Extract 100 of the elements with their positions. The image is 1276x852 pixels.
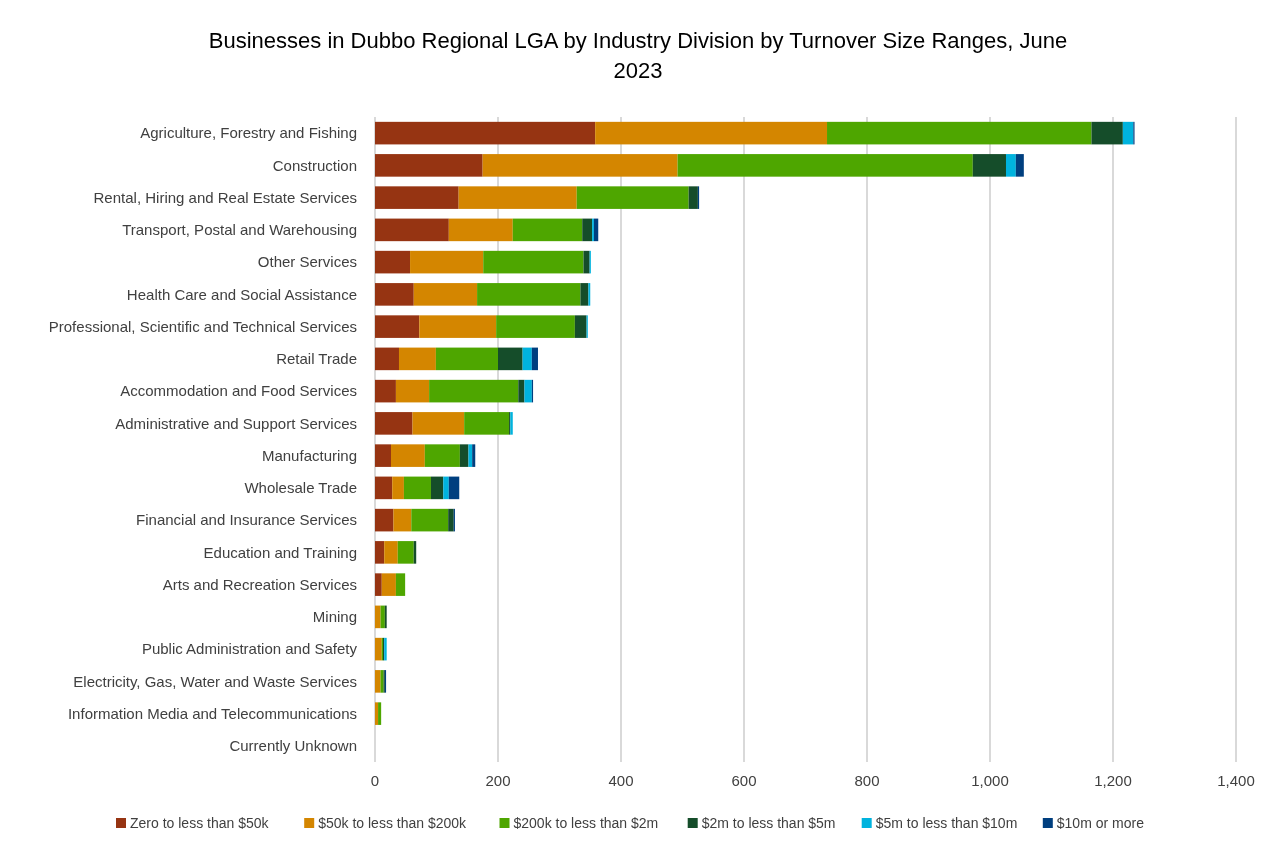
bar bbox=[531, 347, 538, 371]
bar bbox=[375, 476, 393, 500]
bar bbox=[483, 250, 584, 274]
bar bbox=[430, 476, 444, 500]
bar bbox=[419, 315, 497, 338]
bar bbox=[435, 347, 498, 371]
bar bbox=[375, 186, 459, 209]
bar bbox=[384, 541, 398, 564]
bar bbox=[375, 605, 381, 629]
chart-title: Businesses in Dubbo Regional LGA by Industry Division by Turnover Size Ranges, June 2023 bbox=[208, 28, 1068, 83]
bar bbox=[512, 218, 583, 242]
x-tick-label: 1,200 bbox=[1094, 772, 1132, 789]
bar bbox=[459, 444, 469, 467]
x-tick-label: 0 bbox=[370, 772, 380, 789]
bar bbox=[375, 250, 411, 274]
bar bbox=[395, 573, 406, 596]
bar bbox=[464, 412, 510, 435]
bar bbox=[380, 605, 385, 629]
bar bbox=[410, 250, 484, 274]
bar bbox=[375, 218, 449, 242]
bar bbox=[583, 250, 590, 274]
bar bbox=[580, 283, 589, 306]
bar bbox=[524, 379, 532, 403]
bar bbox=[392, 476, 404, 500]
y-tick-label: Administrative and Support Services bbox=[115, 414, 357, 432]
bar bbox=[403, 476, 431, 500]
bar bbox=[477, 283, 581, 306]
y-tick-label: Mining bbox=[312, 608, 357, 626]
y-tick-label: Transport, Postal and Warehousing bbox=[122, 221, 357, 239]
bar bbox=[397, 541, 414, 564]
bar bbox=[498, 347, 523, 371]
y-tick-label: Currently Unknown bbox=[229, 737, 357, 755]
bar bbox=[972, 154, 1006, 177]
bar bbox=[429, 379, 519, 403]
bar bbox=[448, 218, 513, 242]
y-tick-label: Public Administration and Safety bbox=[141, 640, 358, 658]
bar bbox=[375, 541, 385, 564]
bar bbox=[688, 186, 698, 209]
bar bbox=[1091, 121, 1123, 145]
legend-label: Zero to less than $50k bbox=[130, 815, 270, 831]
bar bbox=[443, 476, 449, 500]
bar bbox=[375, 121, 596, 145]
bar bbox=[574, 315, 587, 338]
bar bbox=[413, 283, 478, 306]
y-tick-label: Electricity, Gas, Water and Waste Services bbox=[73, 672, 357, 690]
bar bbox=[522, 347, 532, 371]
bar bbox=[375, 573, 382, 596]
bar bbox=[518, 379, 525, 403]
bar bbox=[496, 315, 575, 338]
y-tick-label: Professional, Scientific and Technical Services bbox=[48, 317, 357, 335]
bar bbox=[412, 412, 465, 435]
legend-label: $50k to less than $200k bbox=[318, 815, 468, 831]
x-tick-label: 600 bbox=[731, 772, 757, 789]
legend-label: $200k to less than $2m bbox=[513, 815, 659, 831]
bar bbox=[375, 412, 413, 435]
y-tick-label: Arts and Recreation Services bbox=[162, 575, 357, 593]
y-tick-label: Rental, Hiring and Real Estate Services bbox=[93, 188, 357, 206]
bar bbox=[1122, 121, 1134, 145]
x-tick-label: 1,400 bbox=[1217, 772, 1255, 789]
bar bbox=[1015, 154, 1024, 177]
y-tick-label: Other Services bbox=[257, 253, 357, 271]
bar bbox=[582, 218, 593, 242]
bar bbox=[448, 508, 454, 532]
legend-label: $10m or more bbox=[1056, 815, 1145, 831]
bar bbox=[458, 186, 577, 209]
bar bbox=[375, 315, 420, 338]
y-tick-label: Agriculture, Forestry and Fishing bbox=[140, 124, 357, 142]
bar bbox=[395, 379, 430, 403]
x-tick-label: 400 bbox=[608, 772, 634, 789]
x-tick-label: 200 bbox=[485, 772, 511, 789]
y-tick-label: Information Media and Telecommunications bbox=[67, 704, 357, 722]
bar bbox=[375, 154, 483, 177]
bar bbox=[593, 218, 599, 242]
bar bbox=[381, 573, 396, 596]
y-tick-label: Health Care and Social Assistance bbox=[126, 285, 357, 303]
y-tick-label: Financial and Insurance Services bbox=[136, 511, 357, 529]
bar bbox=[576, 186, 689, 209]
bar bbox=[827, 121, 1092, 145]
bar bbox=[375, 444, 391, 467]
bar bbox=[375, 637, 382, 661]
x-tick-label: 1,000 bbox=[971, 772, 1009, 789]
legend-label: $2m to less than $5m bbox=[701, 815, 836, 831]
y-tick-label: Manufacturing bbox=[261, 446, 357, 464]
bar bbox=[411, 508, 449, 532]
bar bbox=[375, 379, 396, 403]
y-tick-label: Wholesale Trade bbox=[244, 479, 357, 497]
y-tick-label: Retail Trade bbox=[276, 350, 357, 368]
bar bbox=[472, 444, 476, 467]
y-tick-label: Construction bbox=[272, 156, 357, 174]
bar bbox=[375, 283, 414, 306]
bar bbox=[424, 444, 460, 467]
legend-label: $5m to less than $10m bbox=[875, 815, 1018, 831]
bar bbox=[595, 121, 828, 145]
y-tick-label: Accommodation and Food Services bbox=[120, 382, 357, 400]
bar bbox=[375, 508, 394, 532]
bar bbox=[398, 347, 436, 371]
x-tick-label: 800 bbox=[854, 772, 880, 789]
bar bbox=[375, 670, 381, 693]
bar bbox=[390, 444, 425, 467]
bar bbox=[468, 444, 473, 467]
